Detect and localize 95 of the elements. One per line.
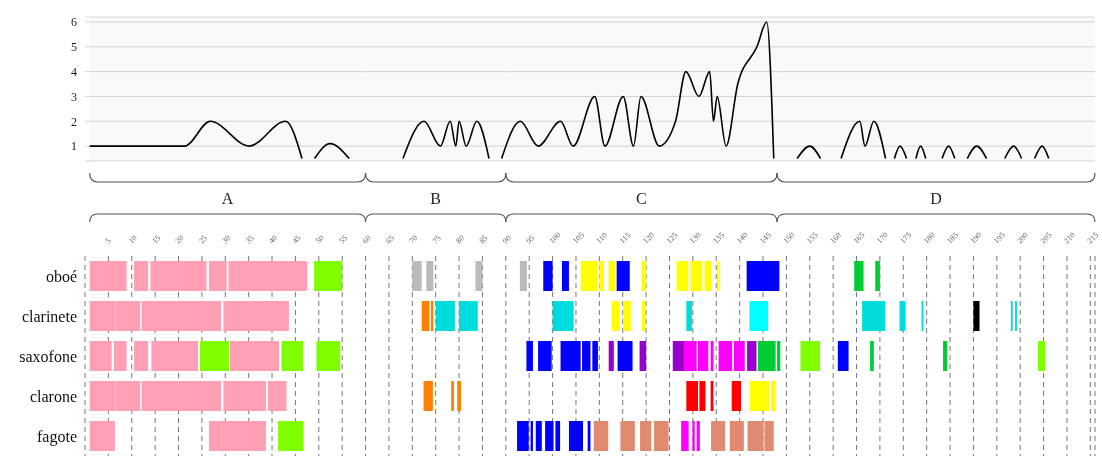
x-tick-label: 205 bbox=[1038, 230, 1054, 246]
band-label: B bbox=[430, 190, 442, 207]
y-tick-label: 5 bbox=[71, 40, 77, 55]
x-tick-label: 70 bbox=[407, 233, 420, 246]
bar bbox=[770, 381, 776, 411]
bar bbox=[141, 381, 222, 411]
x-tick-label: 10 bbox=[126, 233, 139, 246]
x-tick-label: 165 bbox=[851, 230, 867, 246]
bar bbox=[608, 261, 616, 291]
x-tick-label: 195 bbox=[991, 230, 1007, 246]
x-tick-label: 140 bbox=[734, 230, 750, 246]
bar bbox=[837, 341, 849, 371]
x-tick-label: 215 bbox=[1085, 230, 1101, 246]
bar bbox=[538, 341, 552, 371]
x-tick-label: 110 bbox=[594, 230, 610, 246]
bar bbox=[223, 381, 266, 411]
x-tick-label: 120 bbox=[641, 230, 657, 246]
bar bbox=[543, 261, 553, 291]
bar bbox=[749, 381, 765, 411]
x-tick-label: 145 bbox=[758, 230, 773, 246]
x-tick-label: 80 bbox=[454, 233, 467, 246]
x-tick-label: 130 bbox=[687, 230, 703, 246]
bar bbox=[267, 381, 287, 411]
bar bbox=[134, 341, 149, 371]
bar bbox=[973, 301, 980, 331]
y-tick-label: fagote bbox=[37, 427, 77, 446]
y-tick-label: 3 bbox=[71, 89, 77, 104]
y-tick-label: clarone bbox=[29, 387, 77, 405]
bar bbox=[561, 261, 569, 291]
x-tick-label: 45 bbox=[290, 233, 303, 246]
y-tick-label: oboé bbox=[45, 267, 77, 285]
bar bbox=[749, 301, 769, 331]
x-tick-label: 185 bbox=[945, 230, 960, 246]
x-tick-label: 40 bbox=[267, 233, 280, 246]
bar bbox=[943, 341, 948, 371]
y-tick-label: saxofone bbox=[19, 347, 77, 365]
band-label: D bbox=[930, 190, 942, 207]
bar bbox=[208, 261, 227, 291]
bar bbox=[89, 261, 127, 291]
y-tick-label: 6 bbox=[71, 15, 77, 30]
x-tick-label: 50 bbox=[313, 233, 326, 246]
x-tick-label: 150 bbox=[781, 230, 797, 246]
x-tick-label: 125 bbox=[664, 230, 680, 246]
bar bbox=[757, 341, 776, 371]
x-tick-label: 105 bbox=[571, 230, 586, 246]
band-label: C bbox=[636, 190, 647, 207]
bar bbox=[89, 421, 115, 451]
x-tick-label: 60 bbox=[360, 233, 373, 246]
x-tick-label: 35 bbox=[243, 233, 256, 246]
x-tick-label: 95 bbox=[524, 233, 537, 246]
y-tick-label: 4 bbox=[71, 64, 77, 79]
x-tick-label: 25 bbox=[196, 233, 209, 246]
x-tick-label: 160 bbox=[828, 230, 844, 246]
x-tick-label: 85 bbox=[477, 233, 490, 246]
x-tick-label: 200 bbox=[1015, 230, 1031, 246]
y-tick-label: 1 bbox=[71, 139, 77, 154]
x-tick-label: 20 bbox=[173, 233, 186, 246]
bar bbox=[870, 341, 874, 371]
bar bbox=[89, 341, 112, 371]
bar bbox=[113, 341, 127, 371]
x-tick-label: 90 bbox=[500, 233, 513, 246]
x-tick-label: 170 bbox=[874, 230, 890, 246]
band-label: A bbox=[221, 190, 234, 207]
bar bbox=[875, 261, 880, 291]
x-tick-label: 15 bbox=[150, 233, 163, 246]
bar bbox=[141, 301, 222, 331]
bar bbox=[1037, 341, 1045, 371]
y-tick-label: clarinete bbox=[21, 307, 77, 325]
bar bbox=[580, 261, 598, 291]
x-tick-label: 180 bbox=[921, 230, 937, 246]
x-tick-label: 175 bbox=[898, 230, 914, 246]
x-tick-label: 155 bbox=[804, 230, 820, 246]
bar bbox=[223, 301, 289, 331]
x-tick-label: 135 bbox=[711, 230, 727, 246]
y-tick-label: 2 bbox=[71, 114, 77, 129]
x-tick-label: 75 bbox=[430, 233, 443, 246]
x-tick-label: 5 bbox=[103, 236, 113, 246]
x-tick-label: 115 bbox=[617, 230, 633, 246]
x-tick-label: 30 bbox=[220, 233, 233, 246]
x-tick-label: 190 bbox=[968, 230, 984, 246]
bar bbox=[568, 421, 583, 451]
bar bbox=[150, 261, 207, 291]
bar bbox=[208, 421, 266, 451]
bar bbox=[599, 261, 605, 291]
bar bbox=[526, 341, 533, 371]
bar bbox=[151, 341, 199, 371]
bar bbox=[731, 381, 742, 411]
bar bbox=[228, 261, 308, 291]
x-tick-label: 55 bbox=[337, 233, 350, 246]
bar bbox=[134, 261, 149, 291]
x-tick-label: 100 bbox=[547, 230, 563, 246]
x-tick-label: 65 bbox=[383, 233, 397, 246]
bar bbox=[423, 381, 433, 411]
x-tick-label: 210 bbox=[1061, 230, 1077, 246]
bar bbox=[800, 341, 821, 371]
